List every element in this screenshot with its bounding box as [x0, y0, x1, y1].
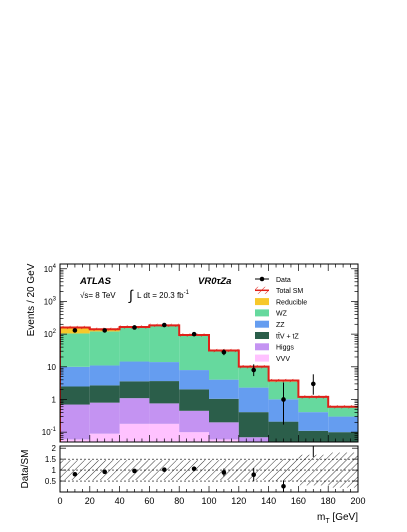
data-point-2	[132, 325, 137, 330]
legend-label-tt-v-tz: tt̄V + tZ	[276, 332, 299, 340]
legend-label-wz: WZ	[276, 311, 288, 318]
ratio-point-4	[192, 466, 197, 471]
bar-wz-3	[149, 326, 179, 362]
bar-tt-v-tz-4	[179, 389, 209, 411]
bar-wz-4	[179, 336, 209, 370]
bar-wz-1	[90, 331, 120, 365]
bar-wz-5	[209, 351, 239, 379]
lumi-label: L dt = 20.3 fb-1	[137, 290, 190, 300]
ratio-y-tick-label-0: 0.5	[45, 477, 57, 486]
legend-swatch-tt-v-tz	[255, 332, 269, 339]
data-point-3	[162, 323, 167, 328]
data-point-1	[102, 328, 107, 333]
x-tick-label-7: 140	[261, 496, 276, 506]
legend-label-reducible: Reducible	[276, 299, 307, 306]
x-tick-label-8: 160	[291, 496, 306, 506]
y-tick-label-2: 102	[44, 329, 57, 339]
x-tick-label-4: 80	[174, 496, 184, 506]
bar-higgs-3	[149, 403, 179, 423]
x-tick-label-3: 60	[144, 496, 154, 506]
legend-label-higgs: Higgs	[276, 345, 294, 352]
bar-tt-v-tz-1	[90, 385, 120, 402]
bar-higgs-2	[120, 398, 150, 424]
legend-swatch-wz	[255, 309, 269, 316]
bar-zz-2	[120, 362, 150, 382]
bar-higgs-1	[90, 403, 120, 434]
bar-zz-3	[149, 362, 179, 381]
x-tick-label-6: 120	[231, 496, 246, 506]
legend-label-vvv: VVV	[276, 356, 290, 363]
x-tick-label-2: 40	[115, 496, 125, 506]
data-point-8	[311, 382, 316, 387]
y-tick-label-3: 10	[47, 363, 56, 372]
x-tick-label-10: 200	[350, 496, 365, 506]
ratio-y-tick-label-1: 1	[52, 466, 57, 475]
ratio-point-3	[162, 467, 167, 472]
bar-tt-v-tz-5	[209, 399, 239, 423]
lumi-integral-sign: ∫	[128, 287, 134, 303]
data-point-6	[251, 368, 256, 373]
legend-swatch-higgs	[255, 343, 269, 350]
bar-tt-v-tz-6	[239, 412, 269, 437]
bar-higgs-4	[179, 411, 209, 432]
bar-zz-4	[179, 370, 209, 389]
bar-wz-2	[120, 328, 150, 362]
bar-zz-8	[298, 412, 328, 431]
legend-swatch-vvv	[255, 355, 269, 362]
y-tick-label-0: 104	[44, 264, 57, 274]
x-tick-label-1: 20	[85, 496, 95, 506]
bar-zz-0	[60, 367, 90, 387]
bar-tt-v-tz-0	[60, 386, 90, 404]
legend-label-zz: ZZ	[276, 322, 285, 329]
ratio-point-2	[132, 469, 137, 474]
data-point-7	[281, 397, 286, 402]
bar-zz-9	[328, 417, 358, 433]
region-label: VR0τZa	[198, 276, 231, 287]
x-tick-label-5: 100	[201, 496, 216, 506]
y-tick-label-1: 103	[44, 296, 57, 306]
ratio-point-0	[73, 472, 78, 477]
x-axis-label: mT [GeV]	[317, 512, 358, 525]
ratio-point-5	[222, 470, 227, 475]
data-point-5	[222, 350, 227, 355]
y-tick-label-4: 1	[52, 395, 57, 404]
bar-tt-v-tz-2	[120, 381, 150, 398]
bar-wz-8	[298, 397, 328, 412]
ratio-y-tick-label-2: 1.5	[45, 455, 57, 464]
legend-label-total-sm: Total SM	[276, 288, 303, 295]
bar-wz-0	[60, 333, 90, 366]
bar-zz-6	[239, 388, 269, 413]
ratio-y-label: Data/SM	[20, 450, 31, 489]
atlas-label: ATLAS	[79, 276, 112, 287]
main-y-label: Events / 20 GeV	[26, 263, 37, 336]
bar-higgs-0	[60, 405, 90, 440]
x-tick-label-9: 180	[321, 496, 336, 506]
legend-swatch-data	[260, 277, 265, 282]
legend: Data Total SM Reducible WZ ZZ tt̄V + tZ Higgs V…	[255, 277, 307, 363]
x-tick-label-0: 0	[57, 496, 62, 506]
bar-zz-1	[90, 365, 120, 385]
y-tick-label-5: 10-1	[42, 427, 57, 437]
bar-tt-v-tz-3	[149, 381, 179, 403]
data-point-4	[192, 332, 197, 337]
bar-zz-5	[209, 380, 239, 399]
ratio-x-axis: 0 20 40 60 80 100 120 140 160 180 200	[57, 486, 365, 506]
bar-higgs-5	[209, 422, 239, 439]
energy-label: √s= 8 TeV	[80, 291, 116, 300]
legend-label-data: Data	[276, 277, 291, 284]
legend-swatch-zz	[255, 321, 269, 328]
ratio-point-1	[102, 470, 107, 475]
ratio-point-6	[251, 472, 256, 477]
legend-swatch-reducible	[255, 298, 269, 305]
data-point-0	[73, 328, 78, 333]
ratio-y-tick-label-3: 2	[52, 444, 57, 453]
ratio-point-7	[281, 484, 286, 489]
